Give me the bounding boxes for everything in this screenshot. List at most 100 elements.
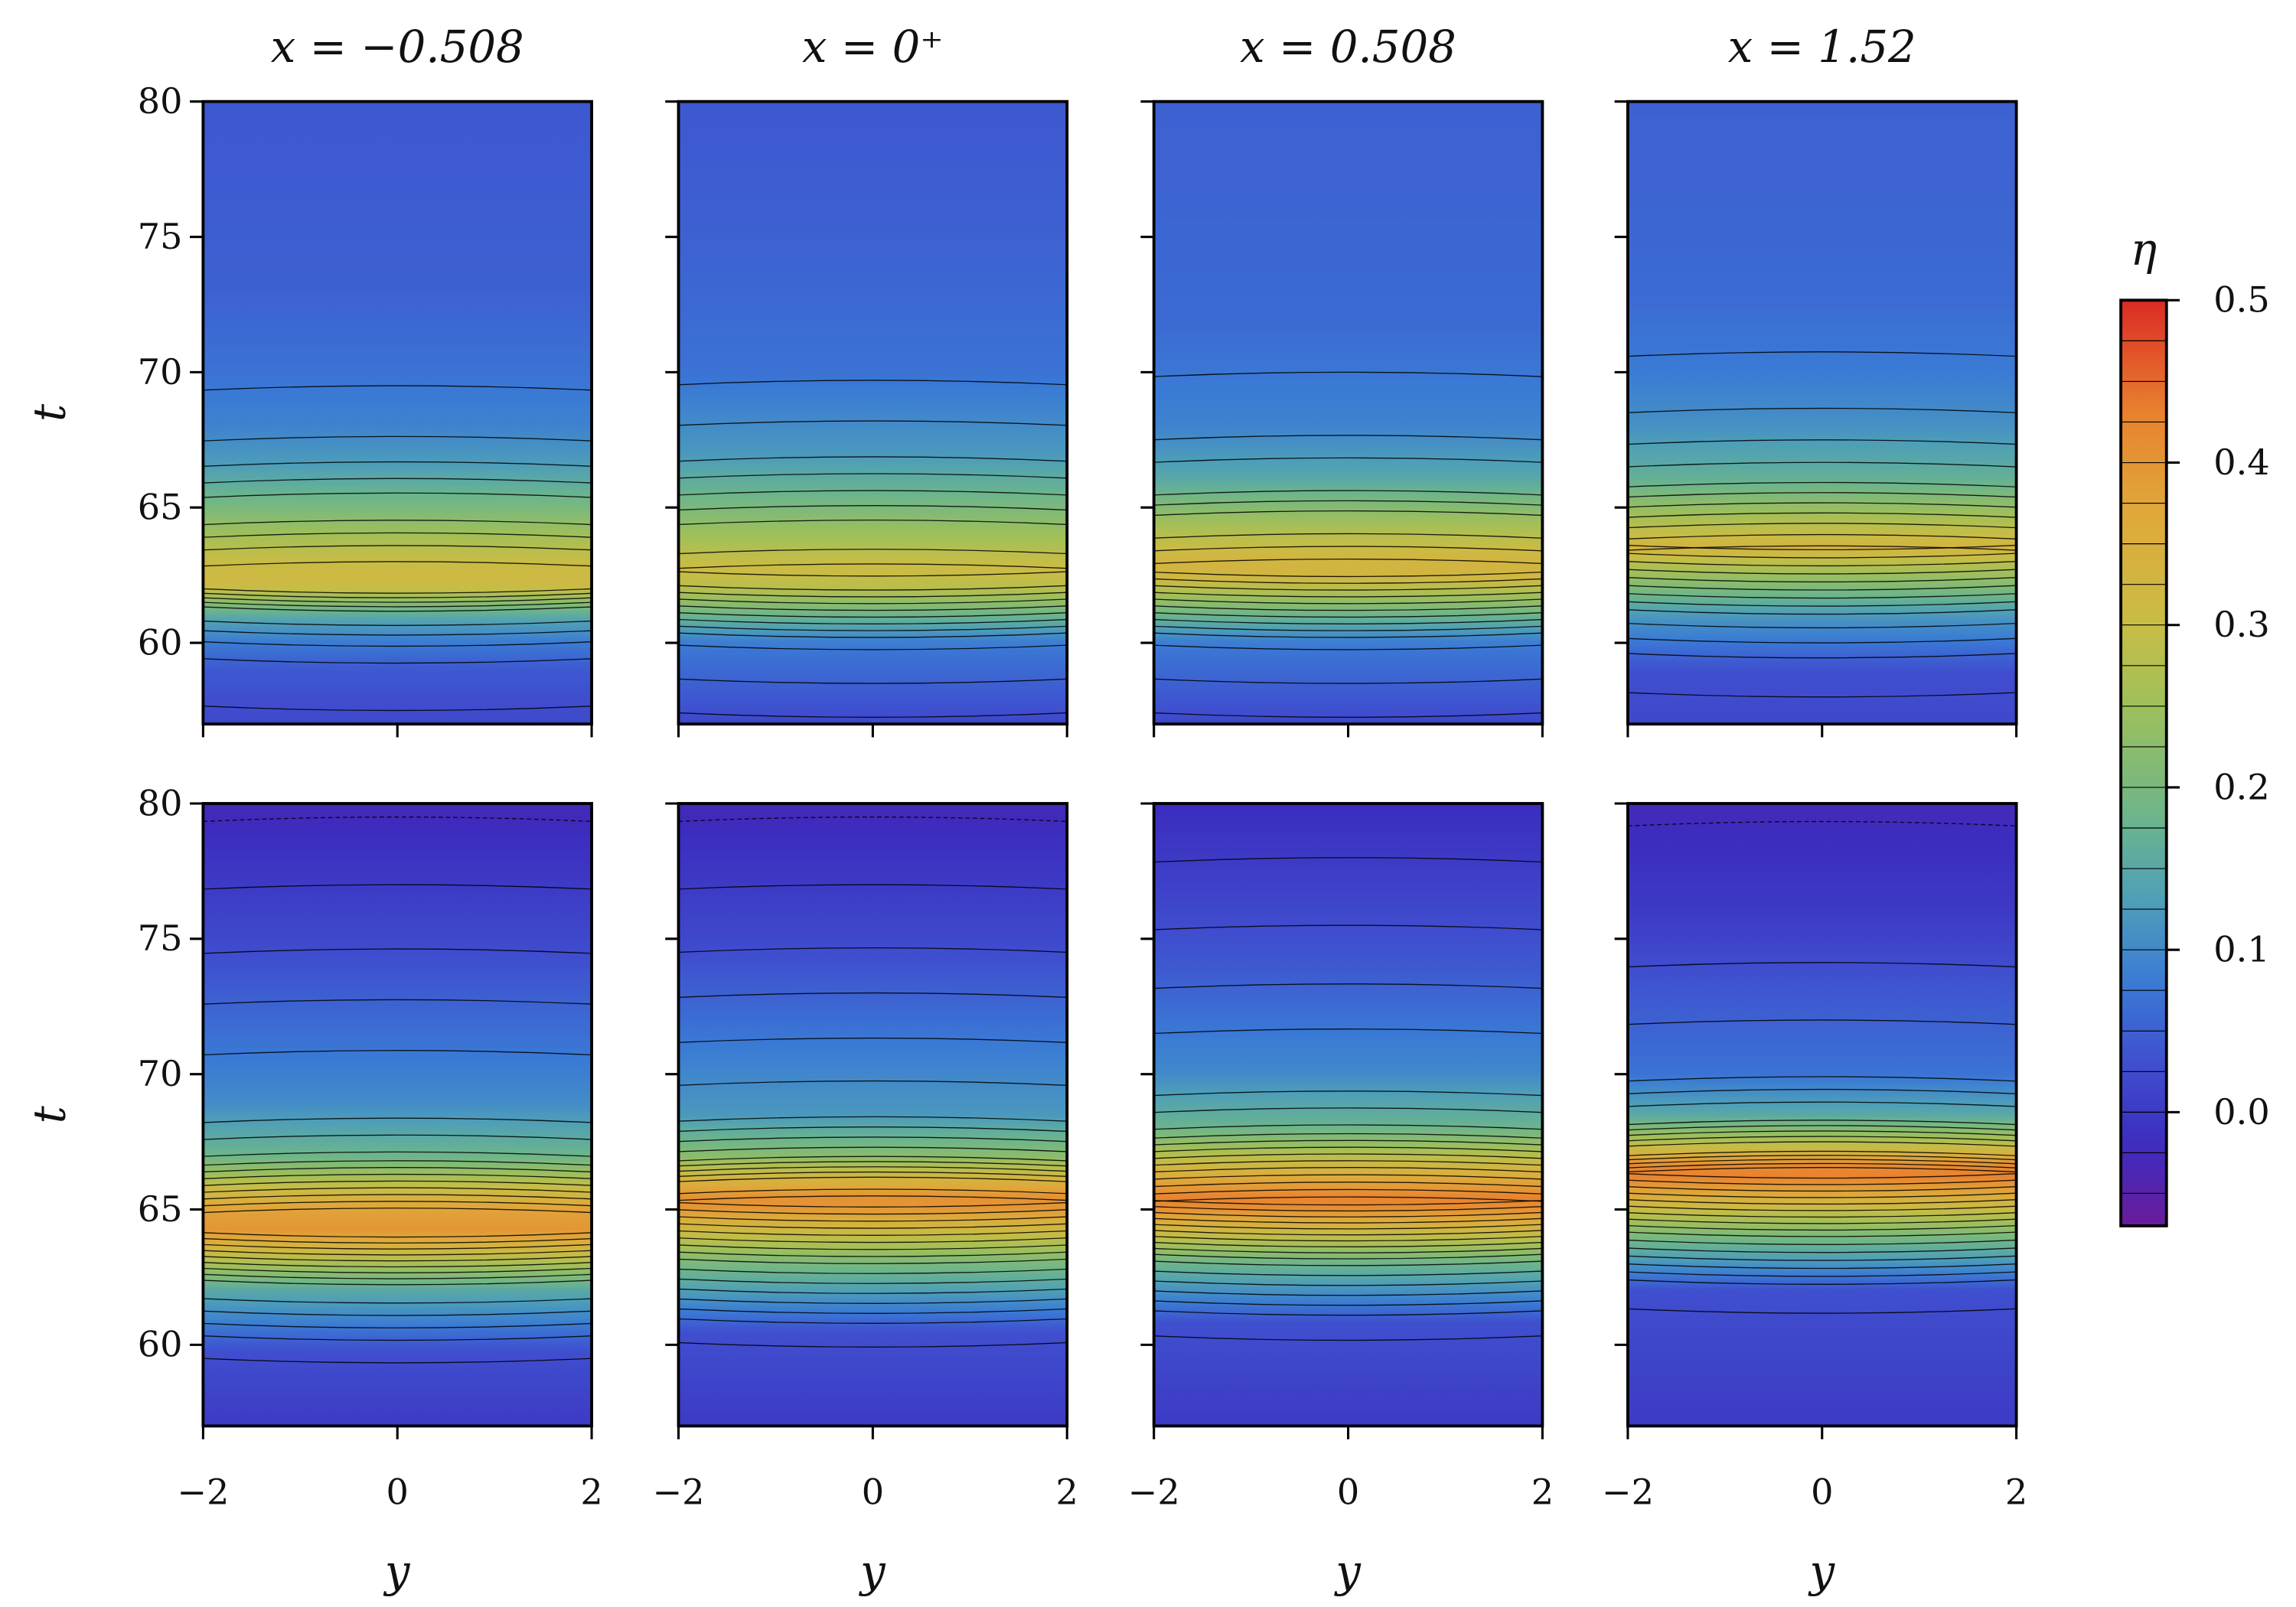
colorbar-frame (2119, 298, 2168, 1227)
panels: 60 65 70 75 80 x = −0.508 t x = 0⁺ x = 0.508 x = … (24, 21, 2028, 1597)
contour-line (678, 456, 1068, 462)
contour-line (1153, 546, 1543, 552)
panel-r1-c0: 60 65 70 75 80 −2 0 2 y t (24, 782, 603, 1597)
panel-r0-c2: x = 0.508 (1140, 21, 1544, 738)
contour-line (1627, 492, 2017, 498)
contour-line (678, 598, 1068, 605)
contour-line (678, 1278, 1068, 1284)
contour-line (1153, 533, 1543, 539)
contour-line (1153, 457, 1543, 463)
contour-line (678, 549, 1068, 555)
contour-line (203, 1173, 592, 1179)
contour-line (203, 1134, 592, 1140)
contour-line (1153, 1300, 1543, 1306)
contour-line (1627, 1155, 2017, 1161)
contour-line (1153, 1160, 1543, 1166)
contour-line (678, 519, 1068, 526)
panel-r0-c1: x = 0⁺ (665, 21, 1069, 738)
contour-line (1153, 1028, 1543, 1035)
contour-line (1627, 512, 2017, 518)
contour-line (1627, 1173, 2017, 1179)
contour-line (1627, 1211, 2017, 1218)
colorbar-tick-label: 0.4 (2213, 442, 2269, 483)
contour-line (678, 618, 1068, 624)
contour-line (1627, 1279, 2017, 1285)
x-tick-label: 2 (1531, 1471, 1554, 1512)
contour-line (203, 641, 592, 647)
contour-line (203, 461, 592, 467)
contour-line (1153, 678, 1543, 684)
contour-line (678, 1298, 1068, 1304)
contour-line (1627, 593, 2017, 599)
contour-line (1153, 1253, 1543, 1260)
contour-line (678, 420, 1068, 426)
heatmap-field (678, 804, 1068, 1426)
contour-line (1627, 962, 2017, 968)
contour-line (1153, 1133, 1543, 1139)
contour-line (203, 545, 592, 551)
contour-line (1627, 544, 2017, 551)
contour-line (678, 1188, 1068, 1195)
contour-line (203, 1050, 592, 1056)
contour-line (1153, 1335, 1543, 1341)
x-axis-label: y (858, 1545, 886, 1597)
heatmap-field (1153, 101, 1543, 725)
contour-line (678, 947, 1068, 953)
contour-line (678, 592, 1068, 598)
contour-line (1627, 1159, 2017, 1165)
contour-line (678, 1258, 1068, 1264)
contour-line (203, 592, 592, 598)
contour-line (203, 532, 592, 538)
y-tick-label: 80 (138, 80, 183, 122)
contour-line (1153, 592, 1543, 598)
contour-line (1627, 1239, 2017, 1245)
contour-line (1153, 1280, 1543, 1286)
contour-line (678, 1126, 1068, 1133)
x-tick-label: 0 (386, 1471, 409, 1512)
contour-line (203, 478, 592, 484)
contour-line (203, 1208, 592, 1214)
contour-line (203, 620, 592, 626)
contour-line (203, 561, 592, 567)
colorbar-label: η (2131, 223, 2157, 275)
contour-line (1627, 1141, 2017, 1147)
contour-line (1627, 439, 2017, 445)
colorbar-tick-label: 0.2 (2213, 766, 2269, 807)
y-axis-label: t (24, 1105, 76, 1123)
contour-line (678, 817, 1068, 823)
contour-line (678, 644, 1068, 650)
contour-line (1627, 1120, 2017, 1126)
y-tick-label: 60 (138, 1324, 183, 1365)
contour-line (203, 999, 592, 1005)
panel-r1-c1: −2 0 2 y (653, 802, 1078, 1597)
contour-line (1153, 1200, 1543, 1206)
contour-line (678, 1037, 1068, 1043)
contour-line (203, 385, 592, 391)
contour-line (1153, 435, 1543, 441)
y-tick-label: 70 (138, 351, 183, 393)
contour-line (203, 1237, 592, 1244)
contour-line (678, 1288, 1068, 1294)
contour-line (1153, 1107, 1543, 1113)
contour-line (678, 490, 1068, 496)
panel-r1-c2: −2 0 2 y (1128, 802, 1554, 1597)
contour-line (678, 1146, 1068, 1152)
contour-line (203, 1167, 592, 1173)
contour-line (1153, 371, 1543, 377)
contour-line (678, 884, 1068, 890)
x-tick-label: −2 (177, 1471, 229, 1512)
x-tick-label: 0 (1337, 1471, 1359, 1512)
contour-line (1153, 625, 1543, 631)
contour-line (678, 1308, 1068, 1314)
contour-line (1627, 1255, 2017, 1261)
contour-line (1153, 644, 1543, 650)
contour-line (1627, 407, 2017, 413)
contour-line (1627, 601, 2017, 607)
contour-line (1627, 577, 2017, 583)
contour-line (678, 1244, 1068, 1250)
contour-line (1627, 553, 2017, 559)
contour-line (1627, 1167, 2017, 1173)
contour-line (1627, 1218, 2017, 1224)
contour-line (678, 505, 1068, 511)
colorbar-tick-label: 0.1 (2213, 929, 2269, 970)
